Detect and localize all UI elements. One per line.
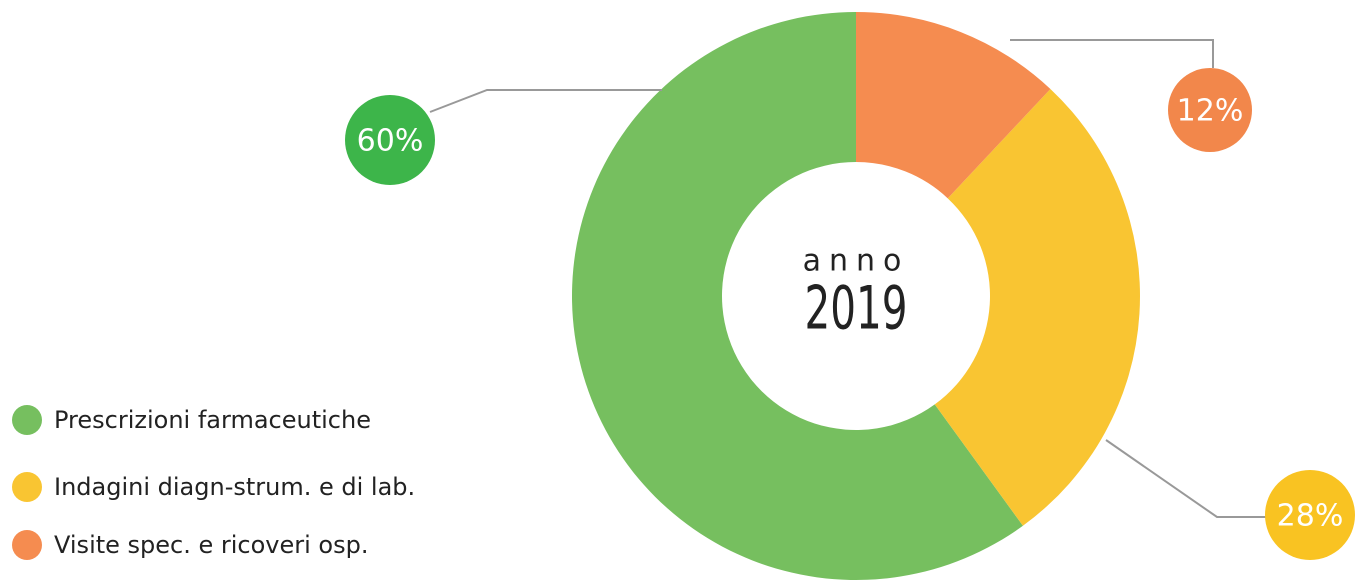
value-label: 60% — [357, 124, 424, 159]
callout-badge — [1168, 68, 1252, 152]
value-label: 28% — [1277, 499, 1344, 534]
legend-swatch — [12, 472, 42, 502]
callout-badge — [1265, 470, 1355, 560]
donut-slice — [934, 88, 1140, 526]
center-bottom: 2019 — [805, 273, 908, 343]
callout-badge — [345, 95, 435, 185]
donut-slice — [572, 12, 1023, 580]
legend-label: Visite spec. e ricoveri osp. — [54, 531, 368, 559]
donut-slice — [856, 12, 1051, 199]
callout-line — [1010, 39, 1214, 68]
value-label: 12% — [1177, 94, 1244, 129]
legend-label: Prescrizioni farmaceutiche — [54, 406, 371, 434]
legend-label: Indagini diagn-strum. e di lab. — [54, 473, 415, 501]
center-top: anno — [803, 244, 910, 279]
callout-line — [1105, 439, 1266, 518]
legend-swatch — [12, 405, 42, 435]
legend-swatch — [12, 530, 42, 560]
callout-line — [429, 89, 662, 113]
